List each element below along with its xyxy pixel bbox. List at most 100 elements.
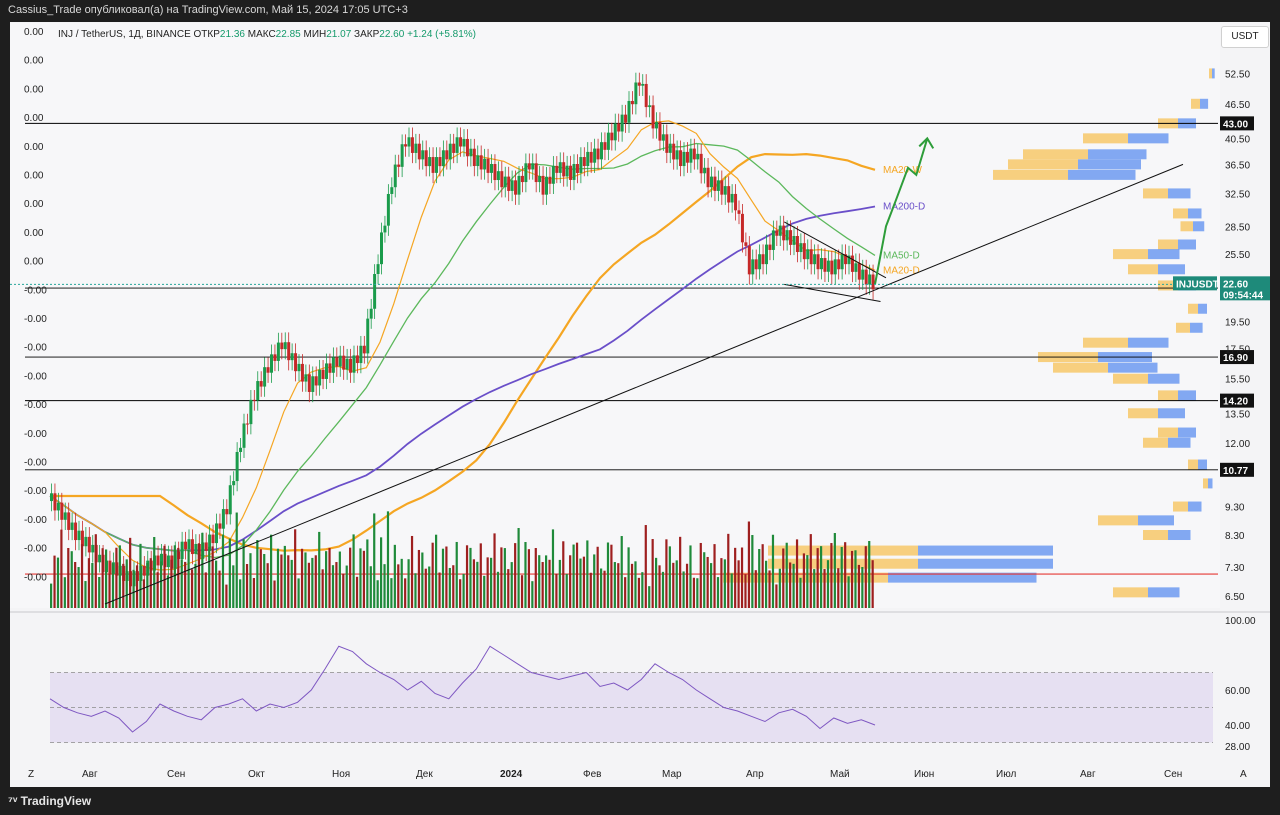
volume-bar — [208, 546, 211, 608]
volume-bar — [692, 577, 696, 608]
volume-profile-bar — [1088, 149, 1147, 160]
volume-bar — [548, 559, 551, 608]
volume-profile-bar — [1148, 587, 1180, 598]
candle-body — [448, 143, 452, 160]
volume-bar — [500, 547, 503, 608]
candle-body — [751, 259, 755, 275]
volume-bar — [765, 560, 768, 608]
candle-body — [637, 82, 641, 86]
candle-body — [84, 536, 88, 547]
candle-body — [658, 122, 662, 141]
time-axis-month: Мар — [662, 769, 682, 780]
volume-bar — [696, 578, 699, 608]
candle-body — [441, 150, 445, 167]
volume-bar — [345, 565, 348, 608]
volume-bar — [87, 558, 91, 608]
legend-close: 22.60 — [379, 29, 405, 40]
left-axis-tick: -0.00 — [24, 458, 47, 469]
candle-body — [221, 509, 225, 529]
candle-body — [754, 259, 758, 270]
candle-body — [245, 423, 249, 425]
volume-bar — [94, 534, 97, 608]
time-axis-month: Июл — [996, 769, 1016, 780]
tradingview-logo[interactable]: ⁷ᵛ TradingView — [8, 794, 91, 808]
left-axis-tick: 0.00 — [24, 113, 44, 124]
candle-body — [404, 144, 408, 147]
candle-body — [414, 143, 418, 153]
candle-body — [586, 151, 590, 167]
volume-bar — [637, 577, 641, 608]
volume-bar — [517, 528, 520, 608]
volume-bar — [452, 565, 455, 608]
volume-profile-bar — [1178, 390, 1196, 401]
volume-bar — [349, 547, 352, 608]
candle-body — [215, 523, 218, 544]
volume-profile-bar — [1176, 322, 1190, 333]
volume-profile-bar — [1178, 427, 1196, 438]
volume-bar — [816, 548, 819, 608]
volume-profile-bar — [1148, 373, 1180, 384]
volume-bar — [290, 559, 293, 608]
volume-profile-bar — [1188, 303, 1198, 314]
level-label: 43.00 — [1223, 119, 1248, 130]
volume-bar — [304, 552, 307, 608]
price-axis-tick: 6.50 — [1225, 592, 1245, 603]
volume-bar — [806, 555, 809, 608]
ma-line — [50, 152, 876, 552]
price-badge-value: 22.60 — [1223, 279, 1248, 290]
currency-unit-button[interactable]: USDT — [1221, 26, 1269, 48]
volume-bar — [679, 536, 682, 608]
volume-bar — [730, 573, 733, 608]
candle-body — [459, 137, 463, 147]
volume-profile-bar — [1023, 149, 1088, 160]
volume-bar — [132, 569, 135, 608]
candle-body — [386, 193, 390, 226]
candle-body — [431, 157, 435, 173]
volume-profile-bar — [1178, 239, 1196, 250]
left-axis-tick: 0.00 — [24, 199, 44, 210]
candle-body — [166, 555, 170, 568]
volume-bar — [273, 580, 276, 608]
volume-bar — [744, 574, 747, 608]
candle-body — [510, 180, 514, 191]
candle-body — [80, 530, 84, 547]
projection-arrowhead — [918, 136, 935, 149]
volume-bar — [149, 558, 152, 608]
candle-body — [696, 153, 700, 160]
volume-bar — [376, 580, 379, 608]
time-axis-month: Сен — [167, 769, 185, 780]
left-axis-tick: 0.00 — [24, 56, 44, 67]
candle-body — [77, 530, 81, 541]
candle-body — [87, 536, 91, 553]
volume-bar — [610, 544, 613, 608]
candle-body — [644, 83, 648, 108]
ascending-trendline — [104, 163, 1184, 605]
volume-bar — [228, 538, 231, 608]
volume-bar — [421, 552, 424, 608]
volume-bar — [826, 560, 830, 608]
candle-body — [682, 151, 686, 167]
candle-body — [383, 225, 387, 233]
volume-bar — [630, 563, 634, 608]
volume-bar — [307, 562, 311, 608]
candle-body — [50, 493, 53, 502]
volume-profile-bar — [1113, 373, 1148, 384]
candle-body — [740, 213, 744, 243]
volume-profile-bar — [1168, 530, 1191, 541]
candle-body — [689, 148, 693, 163]
candle-body — [685, 151, 689, 163]
level-badge — [1220, 462, 1254, 477]
candle-body — [868, 274, 872, 285]
volume-bar — [758, 549, 761, 608]
volume-bar — [493, 533, 496, 608]
volume-bar — [91, 562, 94, 608]
chart-canvas[interactable]: 43.0022.2716.9014.2010.7760.0052.5046.50… — [0, 0, 1280, 788]
candle-body — [768, 244, 772, 250]
volume-bar — [510, 562, 513, 608]
candle-body — [445, 150, 449, 160]
volume-bar — [486, 557, 489, 608]
volume-profile-bar — [1128, 133, 1169, 144]
candle-body — [345, 358, 349, 370]
left-axis-tick: -0.00 — [24, 400, 47, 411]
volume-bar — [661, 571, 665, 608]
